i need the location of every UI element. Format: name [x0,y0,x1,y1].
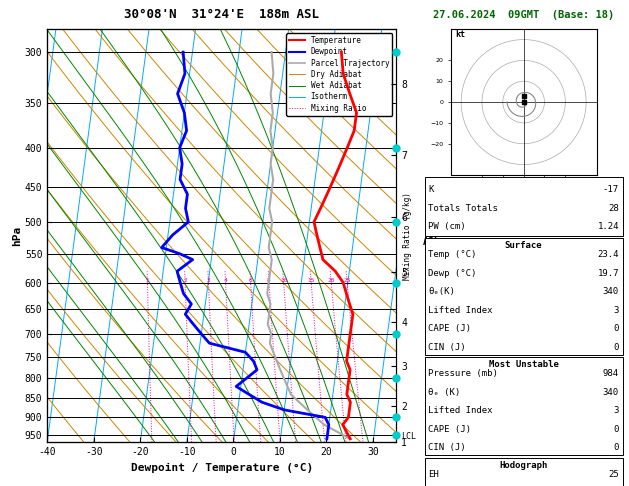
Text: -17: -17 [603,185,619,194]
Text: CAPE (J): CAPE (J) [428,425,471,434]
Text: 25: 25 [343,278,351,283]
Text: 340: 340 [603,287,619,296]
Text: 2: 2 [183,278,187,283]
Text: Lifted Index: Lifted Index [428,406,493,415]
Text: 10: 10 [280,278,287,283]
Text: 27.06.2024  09GMT  (Base: 18): 27.06.2024 09GMT (Base: 18) [433,10,615,19]
Text: 19.7: 19.7 [598,269,619,278]
Text: 23.4: 23.4 [598,250,619,259]
Text: CIN (J): CIN (J) [428,443,466,452]
Text: 340: 340 [603,388,619,397]
Y-axis label: hPa: hPa [12,226,22,246]
Text: 8: 8 [267,278,271,283]
Text: θₑ (K): θₑ (K) [428,388,460,397]
Text: 0: 0 [613,443,619,452]
Text: 28: 28 [608,204,619,212]
Text: © weatheronline.co.uk: © weatheronline.co.uk [471,460,576,469]
Text: 4: 4 [224,278,227,283]
Text: Mixing Ratio (g/kg): Mixing Ratio (g/kg) [403,192,412,279]
Text: Dewp (°C): Dewp (°C) [428,269,477,278]
Text: 30°08'N  31°24'E  188m ASL: 30°08'N 31°24'E 188m ASL [124,8,320,21]
Text: 6: 6 [248,278,252,283]
Text: 1: 1 [145,278,149,283]
Text: Hodograph: Hodograph [499,461,548,470]
Text: Totals Totals: Totals Totals [428,204,498,212]
Text: 0: 0 [613,343,619,351]
Text: 984: 984 [603,369,619,378]
Text: 3: 3 [613,406,619,415]
Text: 0: 0 [613,324,619,333]
Text: θₑ(K): θₑ(K) [428,287,455,296]
Text: PW (cm): PW (cm) [428,222,466,231]
X-axis label: Dewpoint / Temperature (°C): Dewpoint / Temperature (°C) [131,463,313,473]
Text: 3: 3 [613,306,619,314]
Text: Temp (°C): Temp (°C) [428,250,477,259]
Text: 20: 20 [327,278,335,283]
Text: EH: EH [428,470,439,479]
Text: LCL: LCL [401,432,416,441]
Text: CAPE (J): CAPE (J) [428,324,471,333]
Text: kt: kt [455,31,465,39]
Text: Surface: Surface [505,241,542,250]
Text: K: K [428,185,434,194]
Text: 0: 0 [613,425,619,434]
Text: Lifted Index: Lifted Index [428,306,493,314]
Text: Most Unstable: Most Unstable [489,360,559,369]
Text: Pressure (mb): Pressure (mb) [428,369,498,378]
Text: 3: 3 [206,278,210,283]
Text: 1.24: 1.24 [598,222,619,231]
Legend: Temperature, Dewpoint, Parcel Trajectory, Dry Adiabat, Wet Adiabat, Isotherm, Mi: Temperature, Dewpoint, Parcel Trajectory… [286,33,392,116]
Text: CIN (J): CIN (J) [428,343,466,351]
Text: 25: 25 [608,470,619,479]
Y-axis label: km
ASL: km ASL [423,225,441,246]
Text: 15: 15 [307,278,314,283]
